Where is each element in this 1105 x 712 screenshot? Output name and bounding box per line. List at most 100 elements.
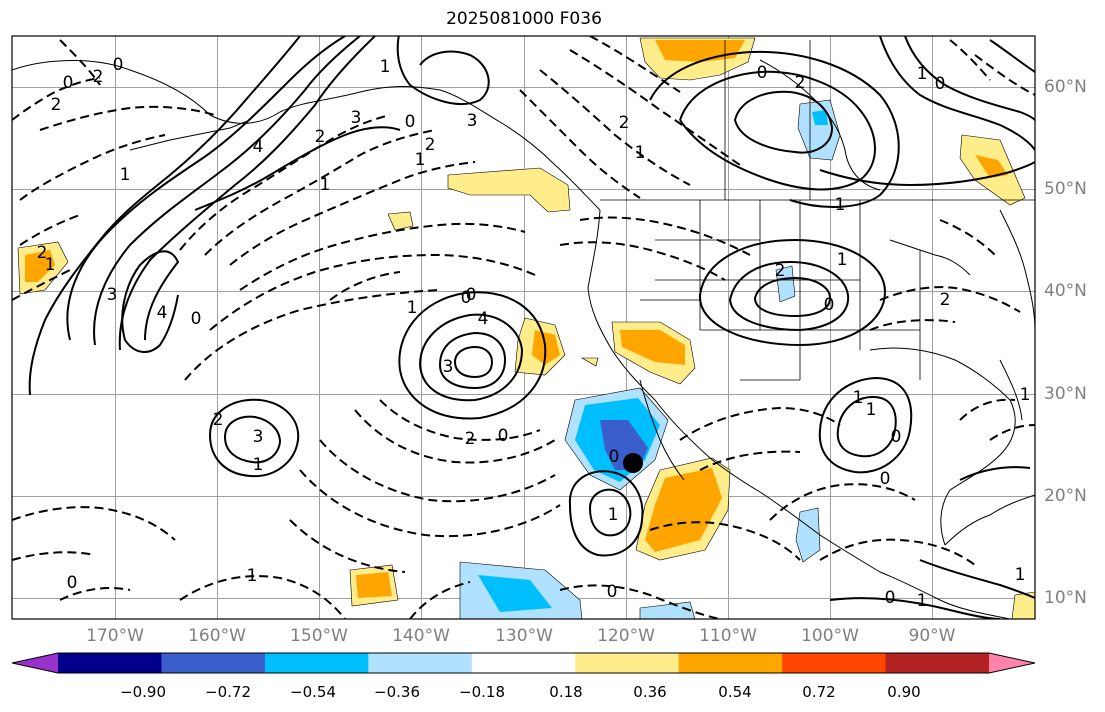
contour-pos-high-2 xyxy=(438,331,507,390)
contour-label: 1 xyxy=(835,195,846,215)
lat-label-10: 10°N xyxy=(1044,588,1087,608)
lat-label-20: 20°N xyxy=(1044,486,1087,506)
coast-yucatan xyxy=(944,494,1035,546)
contour-label: 1 xyxy=(380,57,391,77)
colorbar-tick-label: −0.54 xyxy=(290,683,336,701)
contour-pos-east-2 xyxy=(904,36,1035,121)
contour-neg-14 xyxy=(539,69,691,186)
contour-label: 3 xyxy=(443,357,454,377)
lon-label-170w: 170°W xyxy=(86,626,144,646)
contour-label: 2 xyxy=(619,113,630,133)
lon-label-90w: 90°W xyxy=(908,626,956,646)
contour-label: 1 xyxy=(415,150,426,170)
contour-pos-plains-1 xyxy=(728,260,850,332)
contour-neg-21 xyxy=(354,409,556,464)
contour-label: 2 xyxy=(795,73,806,93)
colorbar-bin xyxy=(368,653,473,673)
contour-pos-caribbean xyxy=(959,466,1031,481)
shade-neg-south xyxy=(639,601,696,619)
shade-pos-bc-coast xyxy=(447,167,571,213)
contour-pos-1 xyxy=(66,36,346,341)
contour-pos-hudson-2 xyxy=(733,90,834,154)
contour-neg-1 xyxy=(179,114,391,251)
colorbar-tick-label: 0.54 xyxy=(718,683,752,701)
contour-pos-east-1 xyxy=(879,36,1035,151)
contour-neg-22 xyxy=(319,439,556,503)
contour-pos-3 xyxy=(118,36,376,351)
coast-east xyxy=(999,209,1035,331)
lon-label-100w: 100°W xyxy=(801,626,859,646)
shade-pos-tropical-core xyxy=(356,572,392,598)
contour-pos-plains-2 xyxy=(753,276,832,318)
contour-neg-30 xyxy=(559,584,721,619)
colorbar-tick-label: 0.18 xyxy=(549,683,583,701)
contour-label: 1 xyxy=(837,250,848,270)
contour-neg-13 xyxy=(519,89,641,199)
coast-baja xyxy=(639,379,685,481)
contour-neg-31 xyxy=(649,521,801,561)
shade-neg-hudson xyxy=(797,99,841,161)
contour-neg-12 xyxy=(59,39,101,86)
contour-label: 4 xyxy=(478,309,489,329)
lat-label-30: 30°N xyxy=(1044,384,1087,404)
colorbar-bin xyxy=(161,653,266,673)
contour-pos-2 xyxy=(93,36,361,346)
contour-label: 0 xyxy=(880,469,891,489)
contour-label: 1 xyxy=(253,455,264,475)
contour-neg-2 xyxy=(204,129,436,256)
contour-pos-baja-2 xyxy=(588,488,632,537)
state-borders xyxy=(600,40,1035,381)
contour-label: 0 xyxy=(607,582,618,602)
shade-pos-sw-us-core xyxy=(620,330,685,365)
shade-pos-se-corner xyxy=(1011,591,1035,619)
contour-pos-se xyxy=(919,559,1035,599)
contour-label: 0 xyxy=(885,588,896,608)
contour-neg-11 xyxy=(12,77,101,121)
lat-label-50: 50°N xyxy=(1044,179,1087,199)
contour-label: 2 xyxy=(93,67,104,87)
colorbar-bin xyxy=(782,653,887,673)
contour-label: 0 xyxy=(191,309,202,329)
contour-pos-baja-1 xyxy=(568,470,644,557)
contour-neg-23 xyxy=(299,469,561,538)
lon-label-120w: 120°W xyxy=(597,626,655,646)
contour-label: 1 xyxy=(917,591,928,611)
shade-neg-tropical-core xyxy=(478,575,552,612)
contour-neg-34 xyxy=(769,483,916,521)
contour-label: 2 xyxy=(51,95,62,115)
colorbar-bin xyxy=(58,653,162,673)
coast-hudson xyxy=(759,59,881,191)
lon-label-150w: 150°W xyxy=(290,626,348,646)
colorbar-bin xyxy=(471,653,576,673)
contour-label: 0 xyxy=(461,288,472,308)
contour-label: 1 xyxy=(120,165,131,185)
contour-label: 0 xyxy=(498,426,509,446)
contour-neg-42 xyxy=(989,424,1035,441)
shade-pos-small-1 xyxy=(387,211,414,231)
contour-label: 0 xyxy=(67,573,78,593)
contour-pos-tropical-1 xyxy=(208,398,300,478)
lat-label-60: 60°N xyxy=(1044,77,1087,97)
contour-pos-high-1 xyxy=(418,313,524,402)
contour-label: 2 xyxy=(425,135,436,155)
colorbar-tick-label: 0.90 xyxy=(887,683,921,701)
contour-label: 1 xyxy=(247,566,258,586)
coast-westcoast xyxy=(587,209,1011,619)
colorbar-tick-label: −0.18 xyxy=(459,683,505,701)
contour-neg-3 xyxy=(229,161,476,266)
contour-label: 3 xyxy=(253,427,264,447)
contour-neg-5 xyxy=(209,253,536,331)
contour-label: 3 xyxy=(467,111,478,131)
colorbar xyxy=(11,652,1036,674)
contour-label: 2 xyxy=(775,261,786,281)
contour-label: 1 xyxy=(45,255,56,275)
contour-label: 1 xyxy=(1020,385,1031,405)
contour-neg-27 xyxy=(59,587,131,601)
colorbar-tick-label: 0.72 xyxy=(802,683,836,701)
contour-pos-7 xyxy=(396,36,490,105)
contour-neg-9 xyxy=(19,214,81,246)
contours-positive xyxy=(28,36,1035,619)
contour-pos-high-4 xyxy=(398,291,547,420)
